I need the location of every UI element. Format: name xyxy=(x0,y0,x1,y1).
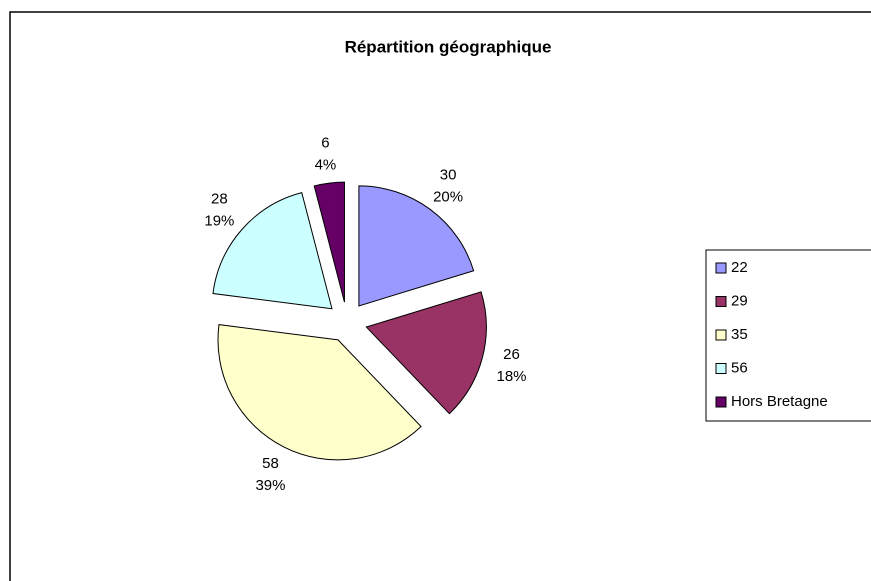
legend-swatch xyxy=(715,296,727,307)
percent-label: 20% xyxy=(433,188,463,205)
chart-title: Répartition géographique xyxy=(345,37,552,56)
legend-swatch xyxy=(715,329,727,341)
percent-label: 39% xyxy=(255,477,285,494)
value-label: 26 xyxy=(503,346,520,363)
pie-slice xyxy=(358,185,475,307)
percent-label: 19% xyxy=(204,213,234,230)
value-label: 58 xyxy=(262,455,279,472)
legend-swatch xyxy=(715,396,727,408)
legend-label: Hors Bretagne xyxy=(731,393,828,410)
legend-swatch xyxy=(715,262,727,274)
legend-label: 35 xyxy=(731,326,748,343)
legend-box xyxy=(705,249,871,422)
value-label: 28 xyxy=(211,191,228,208)
legend-label: 22 xyxy=(731,259,748,276)
legend-swatch xyxy=(715,363,727,374)
legend-label: 56 xyxy=(731,359,748,376)
pie-slice xyxy=(313,181,345,303)
legend-label: 29 xyxy=(731,292,748,309)
pie-slice xyxy=(217,324,422,461)
percent-label: 18% xyxy=(496,368,526,385)
pie-slice xyxy=(212,192,333,310)
pie-slice xyxy=(365,291,487,415)
value-label: 6 xyxy=(321,134,329,151)
value-label: 30 xyxy=(440,166,457,183)
percent-label: 4% xyxy=(315,156,337,173)
